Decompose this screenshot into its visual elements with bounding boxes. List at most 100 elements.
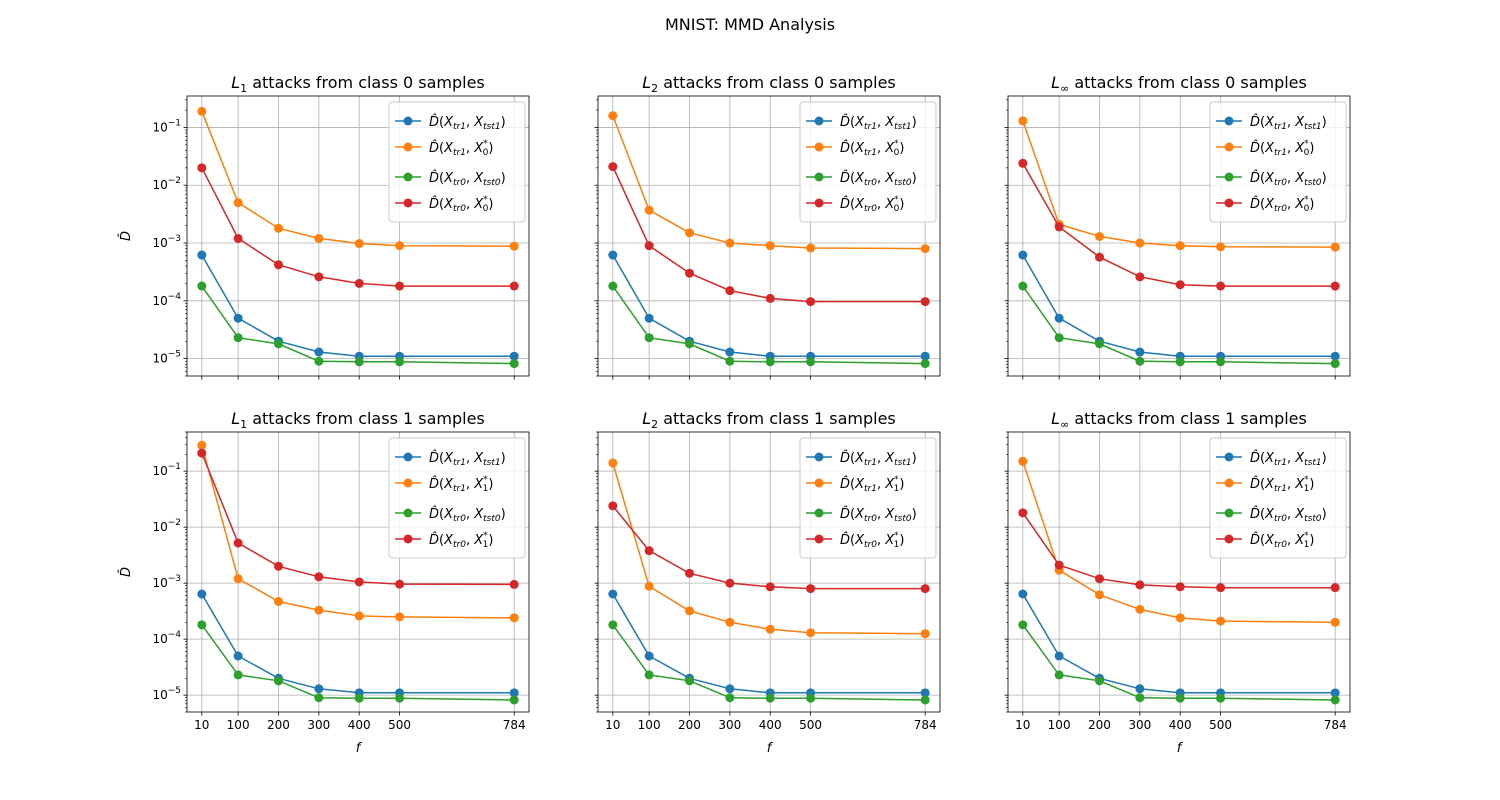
data-point xyxy=(608,458,618,468)
data-point xyxy=(354,357,364,367)
data-point xyxy=(314,272,324,282)
y-tick-label: 10−1 xyxy=(152,118,181,134)
legend-box xyxy=(799,437,937,559)
legend-label: D̂(Xtr1, X* 1) xyxy=(840,475,904,494)
data-point xyxy=(233,198,243,208)
x-tick-label: 500 xyxy=(799,718,822,732)
data-point xyxy=(395,281,405,291)
data-point xyxy=(509,695,519,705)
data-point xyxy=(314,356,324,366)
legend-label: D̂(Xtr1, Xtst1) xyxy=(429,451,506,468)
data-point xyxy=(1094,231,1104,241)
legend-label: D̂(Xtr1, Xtst1) xyxy=(1250,115,1327,132)
data-point xyxy=(197,281,207,291)
data-point xyxy=(1216,357,1226,367)
x-tick-label: 300 xyxy=(718,718,741,732)
data-point xyxy=(1330,359,1340,369)
data-point xyxy=(644,546,654,556)
x-tick-label: 500 xyxy=(388,718,411,732)
axes-frame xyxy=(1007,95,1351,377)
x-tick-label: 784 xyxy=(503,718,526,732)
x-tick-label: 200 xyxy=(1088,718,1111,732)
data-point xyxy=(1175,582,1185,592)
data-point xyxy=(644,333,654,343)
data-point xyxy=(608,620,618,630)
y-tick-label: 10−5 xyxy=(152,686,181,702)
data-point xyxy=(1135,356,1145,366)
data-point xyxy=(354,239,364,249)
data-point xyxy=(725,356,735,366)
data-point xyxy=(1135,580,1145,590)
legend-marker xyxy=(403,116,413,126)
legend-marker xyxy=(1224,198,1234,208)
data-point xyxy=(1094,339,1104,349)
legend-marker xyxy=(403,142,413,152)
data-point xyxy=(509,579,519,589)
legend-marker xyxy=(814,452,824,462)
series-4 xyxy=(197,448,519,589)
legend-marker xyxy=(1224,508,1234,518)
data-point xyxy=(920,351,930,361)
data-point xyxy=(197,163,207,173)
data-point xyxy=(509,688,519,698)
data-point xyxy=(1018,508,1028,518)
legend-marker xyxy=(814,142,824,152)
legend-label: D̂(Xtr1, X* 1) xyxy=(1250,475,1314,494)
data-point xyxy=(608,501,618,511)
data-point xyxy=(920,629,930,639)
data-point xyxy=(725,617,735,627)
data-point xyxy=(197,448,207,458)
legend-label: D̂(Xtr0, Xtst0) xyxy=(840,171,917,188)
data-point xyxy=(1054,670,1064,680)
x-axis-label: f xyxy=(1177,741,1184,756)
legend-marker xyxy=(1224,116,1234,126)
series-4 xyxy=(1018,158,1340,291)
data-point xyxy=(233,651,243,661)
x-tick-label: 500 xyxy=(1209,718,1232,732)
series-3 xyxy=(1018,620,1340,705)
data-point xyxy=(608,589,618,599)
data-point xyxy=(644,241,654,251)
data-point xyxy=(1094,590,1104,600)
chart-panel-1: 10−5 10−4 10−3 10−2 10−1 L1 attacks from clas… xyxy=(119,73,530,380)
data-point xyxy=(725,286,735,296)
series-1 xyxy=(197,250,519,361)
data-point xyxy=(314,693,324,703)
data-point xyxy=(608,162,618,172)
data-point xyxy=(725,578,735,588)
legend-marker xyxy=(814,508,824,518)
series-3 xyxy=(1018,281,1340,369)
x-tick-label: 400 xyxy=(759,718,782,732)
data-point xyxy=(765,293,775,303)
data-point xyxy=(806,357,816,367)
legend-marker xyxy=(814,534,824,544)
data-point xyxy=(233,670,243,680)
legend-box xyxy=(1209,101,1347,223)
data-point xyxy=(354,611,364,621)
data-point xyxy=(1175,693,1185,703)
data-point xyxy=(1135,684,1145,694)
x-axis-label: f xyxy=(767,741,774,756)
legend-label: D̂(Xtr0, X* 0) xyxy=(840,195,904,214)
data-point xyxy=(920,359,930,369)
x-tick-label: 10 xyxy=(1015,718,1030,732)
data-point xyxy=(197,106,207,116)
legend-box xyxy=(388,101,526,223)
x-tick-label: 400 xyxy=(1169,718,1192,732)
data-point xyxy=(920,695,930,705)
legend-label: D̂(Xtr0, X* 1) xyxy=(429,531,493,550)
series-4 xyxy=(197,163,519,291)
series-3 xyxy=(608,620,930,705)
data-point xyxy=(1330,688,1340,698)
data-point xyxy=(395,241,405,251)
data-point xyxy=(273,339,283,349)
data-point xyxy=(509,281,519,291)
legend-box xyxy=(799,101,937,223)
data-point xyxy=(684,606,694,616)
data-point xyxy=(233,333,243,343)
y-axis-label: D̂ xyxy=(119,231,134,241)
x-axis-label: f xyxy=(356,741,363,756)
legend-marker xyxy=(403,534,413,544)
data-point xyxy=(233,233,243,243)
data-point xyxy=(765,693,775,703)
